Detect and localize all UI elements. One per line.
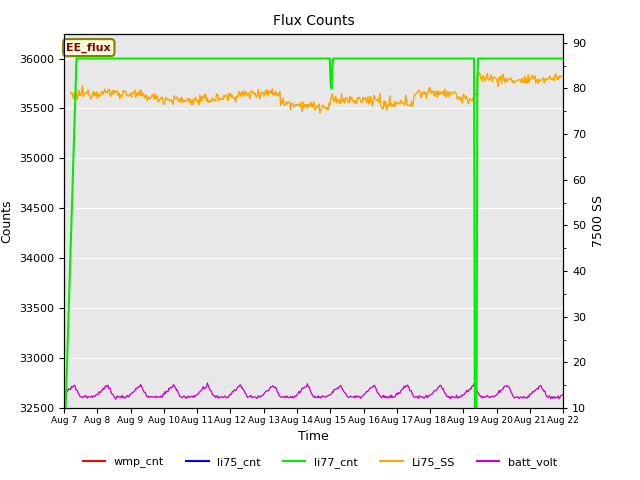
Title: Flux Counts: Flux Counts — [273, 14, 355, 28]
Text: EE_flux: EE_flux — [67, 42, 111, 53]
X-axis label: Time: Time — [298, 430, 329, 443]
Y-axis label: Counts: Counts — [1, 199, 13, 242]
Y-axis label: 7500 SS: 7500 SS — [592, 195, 605, 247]
Legend: wmp_cnt, li75_cnt, li77_cnt, Li75_SS, batt_volt: wmp_cnt, li75_cnt, li77_cnt, Li75_SS, ba… — [78, 452, 562, 472]
